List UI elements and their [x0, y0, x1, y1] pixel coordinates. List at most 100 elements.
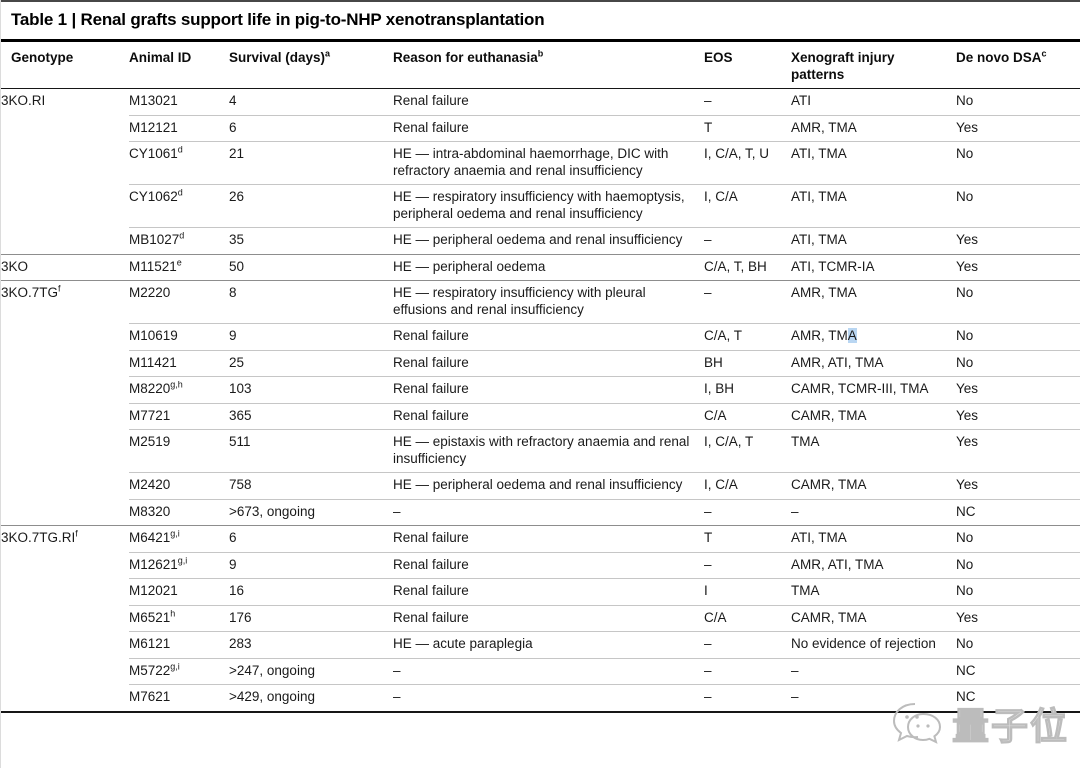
survival-value: 176: [229, 609, 252, 625]
dsa-value: No: [956, 189, 974, 204]
reason-text: HE — respiratory insufficiency with pleu…: [393, 285, 646, 317]
reason-text: –: [393, 503, 401, 519]
eos-cell: I, C/A: [704, 473, 791, 499]
reason-cell: HE — peripheral oedema: [393, 255, 704, 281]
injury-cell: –: [791, 659, 956, 685]
animal-id: M6421: [129, 530, 171, 545]
eos-cell: BH: [704, 351, 791, 377]
eos-value: C/A, T, BH: [704, 258, 767, 274]
animal-id-cell: M12121: [129, 116, 229, 142]
animal-id: M13021: [129, 93, 178, 108]
injury-text: CAMR, TMA: [791, 407, 867, 423]
injury-text: AMR, TMA: [791, 285, 857, 300]
injury-cell: AMR, TMA: [791, 116, 956, 142]
animal-id: M11421: [129, 354, 177, 370]
table-row: M2519 511 HE — epistaxis with refractory a…: [129, 429, 1080, 472]
survival-cell: >247, ongoing: [229, 659, 393, 685]
column-header-label: Animal ID: [129, 50, 192, 65]
eos-cell: –: [704, 500, 791, 526]
column-header-label: EOS: [704, 50, 733, 65]
eos-value: I, C/A: [704, 477, 738, 492]
injury-cell: CAMR, TCMR-III, TMA: [791, 377, 956, 403]
eos-value: –: [704, 93, 712, 108]
survival-value: 21: [229, 146, 245, 161]
animal-id-footnote: g,i: [170, 528, 180, 539]
survival-cell: 103: [229, 377, 393, 403]
dsa-value: NC: [956, 662, 976, 678]
injury-cell: AMR, TMA: [791, 281, 956, 323]
animal-id-cell: M2420: [129, 473, 229, 499]
survival-value: >673, ongoing: [229, 503, 315, 519]
table-row: M2220 8 HE — respiratory insufficiency wit…: [129, 281, 1080, 323]
dsa-cell: Yes: [956, 606, 1080, 632]
eos-value: –: [704, 689, 712, 704]
animal-id: MB1027: [129, 232, 180, 247]
reason-text: Renal failure: [393, 93, 469, 108]
table-row: M10619 9 Renal failure C/A, T AMR, TMA No: [129, 323, 1080, 350]
injury-cell: CAMR, TMA: [791, 404, 956, 430]
survival-cell: 365: [229, 404, 393, 430]
dsa-cell: No: [956, 579, 1080, 605]
table-row: M11521e 50 HE — peripheral oedema C/A, T, B…: [129, 255, 1080, 281]
dsa-cell: NC: [956, 500, 1080, 526]
animal-id-cell: M10619: [129, 324, 229, 350]
reason-text: HE — respiratory insufficiency with haem…: [393, 189, 685, 221]
reason-cell: HE — respiratory insufficiency with haem…: [393, 185, 704, 227]
injury-text: ATI, TMA: [791, 146, 847, 161]
reason-text: Renal failure: [393, 119, 469, 135]
animal-id-cell: M7721: [129, 404, 229, 430]
group-rows: M6421g,i 6 Renal failure T ATI, TMA No M12621g…: [129, 526, 1080, 711]
eos-value: –: [704, 503, 712, 519]
survival-value: 4: [229, 93, 237, 108]
animal-id: M7621: [129, 689, 171, 704]
reason-text: HE — peripheral oedema and renal insuffi…: [393, 477, 683, 492]
injury-text: ATI, TMA: [791, 232, 847, 247]
injury-text: No evidence of rejection: [791, 636, 936, 651]
dsa-value: NC: [956, 503, 976, 519]
survival-value: 6: [229, 119, 237, 135]
reason-cell: Renal failure: [393, 579, 704, 605]
animal-id-cell: MB1027d: [129, 228, 229, 254]
animal-id-cell: M11521e: [129, 255, 229, 281]
dsa-cell: Yes: [956, 116, 1080, 142]
animal-id-cell: M13021: [129, 89, 229, 115]
survival-value: 103: [229, 381, 252, 396]
column-header-label: Reason for euthanasia: [393, 50, 538, 65]
dsa-cell: No: [956, 89, 1080, 115]
eos-cell: –: [704, 281, 791, 323]
animal-id-footnote: d: [177, 144, 183, 155]
eos-value: I, BH: [704, 381, 735, 396]
genotype-cell: 3KO.7TGf: [1, 281, 129, 525]
injury-cell: TMA: [791, 430, 956, 472]
eos-value: –: [704, 636, 712, 651]
injury-cell: –: [791, 500, 956, 526]
genotype-label: 3KO.7TG.RI: [1, 530, 76, 545]
animal-id-footnote: g,h: [170, 379, 183, 390]
column-header-survival: Survival (days)a: [229, 49, 393, 83]
animal-id-cell: M2220: [129, 281, 229, 323]
eos-value: C/A, T: [704, 328, 743, 343]
animal-id-footnote: g,i: [170, 661, 180, 671]
reason-text: HE — peripheral oedema and renal insuffi…: [393, 232, 683, 247]
dsa-value: Yes: [956, 232, 979, 247]
top-rule: [1, 0, 1080, 2]
animal-id: M12621: [129, 556, 178, 572]
dsa-cell: No: [956, 142, 1080, 184]
survival-cell: 6: [229, 526, 393, 552]
animal-id-footnote: d: [177, 187, 183, 198]
injury-text: TMA: [791, 434, 820, 449]
genotype-cell: 3KO.RI: [1, 89, 129, 254]
column-header-animal-id: Animal ID: [129, 50, 229, 83]
eos-value: I, C/A, T: [704, 434, 754, 449]
eos-cell: C/A: [704, 606, 791, 632]
survival-value: 365: [229, 407, 252, 423]
eos-cell: I: [704, 579, 791, 605]
table-row: MB1027d 35 HE — peripheral oedema and rena…: [129, 227, 1080, 254]
animal-id: CY1061: [129, 146, 178, 161]
reason-text: HE — epistaxis with refractory anaemia a…: [393, 434, 690, 466]
survival-value: 283: [229, 636, 252, 651]
table-row: CY1061d 21 HE — intra-abdominal haemorrhag…: [129, 141, 1080, 184]
genotype-group: 3KO.7TG.RIf M6421g,i 6 Renal failure T ATI, T…: [1, 525, 1080, 711]
table-row: M8220g,h 103 Renal failure I, BH CAMR, TCMR-…: [129, 376, 1080, 403]
reason-cell: Renal failure: [393, 89, 704, 115]
